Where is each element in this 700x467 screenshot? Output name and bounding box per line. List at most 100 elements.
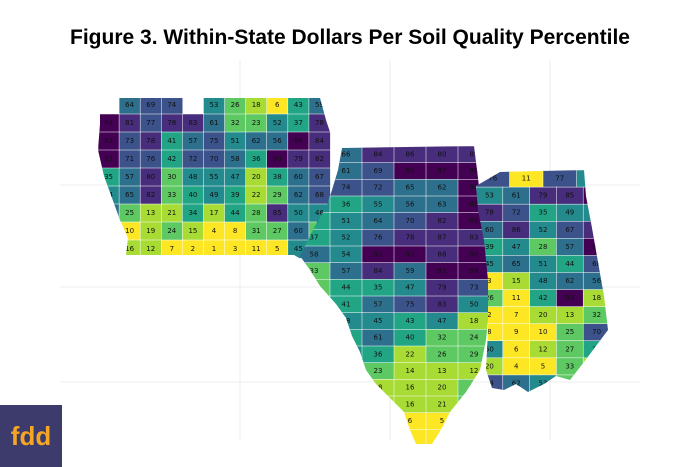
county-value-label: 65 <box>125 191 134 199</box>
county-iowa <box>98 239 120 259</box>
county-value-label: 27 <box>565 345 574 353</box>
county-illinois <box>300 362 331 380</box>
county-value-label: 90 <box>273 155 282 163</box>
county-value-label: 25 <box>125 209 134 217</box>
county-value-label: 41 <box>167 137 176 145</box>
county-value-label: 70 <box>592 328 601 336</box>
county-value-label: 84 <box>374 267 383 275</box>
county-value-label: 28 <box>470 384 479 392</box>
county-indiana <box>582 357 608 376</box>
county-value-label: 60 <box>294 227 303 235</box>
county-value-label: 5 <box>275 245 279 253</box>
county-value-label: 13 <box>438 367 447 375</box>
county-value-label: 93 <box>592 243 601 251</box>
county-value-label: 25 <box>565 328 574 336</box>
county-value-label: 38 <box>342 334 351 342</box>
county-value-label: 35 <box>104 173 113 181</box>
county-value-label: 7 <box>170 245 174 253</box>
county-value-label: 58 <box>310 250 319 258</box>
county-value-label: 82 <box>438 217 447 225</box>
county-value-label: 50 <box>485 345 494 353</box>
county-value-label: 35 <box>374 284 383 292</box>
county-value-label: 31 <box>252 227 261 235</box>
county-value-label: 10 <box>342 400 351 408</box>
county-value-label: 4 <box>514 362 519 370</box>
county-value-label: 2 <box>312 417 316 425</box>
county-illinois <box>329 362 363 380</box>
county-value-label: 75 <box>406 300 415 308</box>
county-value-label: 57 <box>374 300 383 308</box>
county-value-label: 86 <box>406 150 415 158</box>
county-value-label: 50 <box>470 300 479 308</box>
county-value-label: 11 <box>522 175 531 183</box>
county-value-label: 32 <box>438 334 447 342</box>
county-value-label: 68 <box>315 191 324 199</box>
county-illinois <box>300 312 331 330</box>
county-value-label: 17 <box>210 209 219 217</box>
county-value-label: 62 <box>252 137 261 145</box>
county-value-label: 55 <box>374 200 383 208</box>
county-value-label: 45 <box>374 317 383 325</box>
county-value-label: 20 <box>438 384 447 392</box>
county-illinois <box>329 329 363 347</box>
county-value-label: 99 <box>565 294 574 302</box>
county-value-label: 93 <box>104 137 113 145</box>
county-value-label: 78 <box>315 119 324 127</box>
county-value-label: 48 <box>539 277 548 285</box>
county-value-label: 13 <box>146 209 155 217</box>
county-value-label: 72 <box>188 155 197 163</box>
county-value-label: 53 <box>210 101 219 109</box>
county-value-label: 15 <box>188 227 197 235</box>
county-value-label: 45 <box>294 245 303 253</box>
county-value-label: 17 <box>342 384 351 392</box>
county-value-label: 79 <box>294 155 303 163</box>
county-value-label: 65 <box>512 260 521 268</box>
county-value-label: 42 <box>342 367 351 375</box>
county-indiana <box>582 220 608 239</box>
county-value-label: 42 <box>539 294 548 302</box>
county-value-label: 78 <box>167 119 176 127</box>
county-value-label: 76 <box>146 155 155 163</box>
county-value-label: 42 <box>167 155 176 163</box>
county-value-label: 84 <box>374 150 383 158</box>
county-value-label: 55 <box>210 173 219 181</box>
county-value-label: 90 <box>406 250 415 258</box>
county-value-label: 16 <box>406 384 415 392</box>
county-value-label: 15 <box>512 277 521 285</box>
county-value-label: 22 <box>406 350 415 358</box>
county-value-label: 39 <box>231 191 240 199</box>
county-value-label: 56 <box>406 200 415 208</box>
county-value-label: 96 <box>470 250 479 258</box>
fdd-logo: fdd <box>0 405 62 467</box>
county-value-label: 81 <box>592 226 601 234</box>
county-value-label: 31 <box>310 300 319 308</box>
county-value-label: 96 <box>294 137 303 145</box>
county-value-label: 24 <box>167 227 176 235</box>
county-value-label: 70 <box>210 155 219 163</box>
county-value-label: 91 <box>438 267 447 275</box>
county-value-label: 69 <box>146 101 155 109</box>
county-value-label: 80 <box>438 150 447 158</box>
county-value-label: 63 <box>438 200 447 208</box>
county-value-label: 81 <box>125 119 134 127</box>
county-value-label: 9 <box>514 328 518 336</box>
county-value-label: 55 <box>589 175 598 183</box>
county-value-label: 69 <box>374 167 383 175</box>
county-value-label: 3 <box>233 245 237 253</box>
county-value-label: 12 <box>146 245 155 253</box>
county-value-label: 56 <box>592 277 601 285</box>
county-value-label: 11 <box>310 400 319 408</box>
county-value-label: 65 <box>406 184 415 192</box>
county-value-label: 40 <box>188 191 197 199</box>
county-value-label: 1 <box>344 417 348 425</box>
county-value-label: 66 <box>342 150 351 158</box>
county-value-label: 29 <box>470 350 479 358</box>
county-value-label: 92 <box>374 250 383 258</box>
county-value-label: 88 <box>438 250 447 258</box>
county-value-label: 21 <box>592 379 601 387</box>
county-value-label: 4 <box>344 434 349 442</box>
county-value-label: 33 <box>565 362 574 370</box>
county-value-label: 85 <box>565 192 574 200</box>
county-value-label: 30 <box>310 384 319 392</box>
